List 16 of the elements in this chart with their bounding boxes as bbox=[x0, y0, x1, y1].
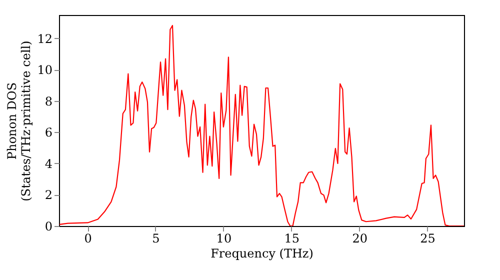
y-tick-label: 0 bbox=[44, 220, 52, 234]
x-tick-label: 20 bbox=[352, 232, 368, 246]
y-tick-label: 10 bbox=[37, 63, 52, 78]
x-tick-label: 15 bbox=[284, 232, 300, 246]
x-tick-label: 25 bbox=[420, 232, 436, 246]
y-tick-label: 2 bbox=[44, 188, 52, 202]
x-tick-label: 0 bbox=[84, 232, 92, 246]
line-series bbox=[59, 24, 464, 226]
y-tick-label: 12 bbox=[37, 32, 52, 46]
y-tick-label: 8 bbox=[44, 94, 52, 108]
y-axis-title: Phonon DOS (States/THz·primitive cell) bbox=[5, 40, 34, 202]
x-tick-label: 10 bbox=[216, 232, 232, 246]
x-tick-label: 5 bbox=[152, 232, 160, 246]
y-tick-label: 6 bbox=[44, 126, 52, 140]
x-axis-title: Frequency (THz) bbox=[210, 246, 314, 260]
y-tick-label: 4 bbox=[44, 156, 53, 171]
